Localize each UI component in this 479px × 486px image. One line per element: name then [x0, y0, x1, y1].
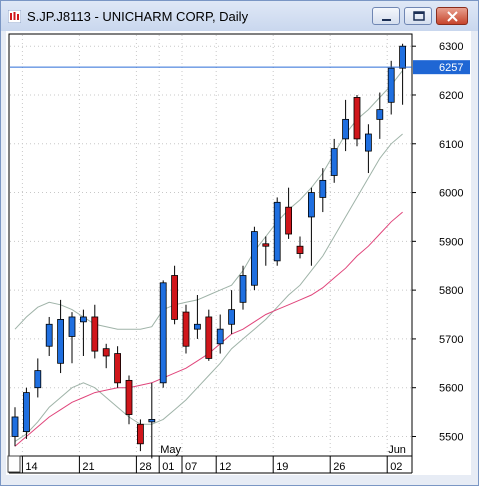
candle-body[interactable]: [193, 323, 201, 330]
candle-body[interactable]: [34, 370, 42, 389]
x-tick-label: 26: [333, 461, 345, 473]
candle-body[interactable]: [171, 275, 179, 320]
candle-body[interactable]: [57, 318, 64, 364]
candle-body[interactable]: [182, 311, 190, 347]
month-label: May: [160, 444, 181, 456]
maximize-icon: [413, 11, 425, 21]
maximize-button[interactable]: [404, 7, 432, 25]
month-label: Jun: [388, 444, 406, 456]
x-tick-label: 21: [82, 461, 94, 473]
close-button[interactable]: [436, 7, 468, 25]
candle-body[interactable]: [239, 275, 247, 303]
candle-body[interactable]: [148, 419, 156, 423]
candle-body[interactable]: [319, 179, 327, 198]
candle-body[interactable]: [296, 245, 304, 254]
corner-toggle[interactable]: [7, 455, 21, 473]
candle-body[interactable]: [353, 97, 361, 140]
x-tick-label: 12: [219, 461, 231, 473]
x-tick-label: 07: [185, 461, 197, 473]
candle-body[interactable]: [68, 316, 76, 337]
candle-body[interactable]: [91, 316, 99, 352]
y-tick-label: 5700: [439, 334, 463, 346]
candle-body[interactable]: [364, 133, 372, 152]
bollinger-upper-line: [14, 70, 403, 330]
y-tick-label: 5800: [439, 285, 463, 297]
close-icon: [447, 11, 458, 22]
x-tick-label: 01: [162, 461, 174, 473]
candle-body[interactable]: [216, 328, 224, 345]
chart-area[interactable]: 5500 5600 5700 5800 5900 6000 6100 6200 6300 14 21…: [6, 31, 471, 475]
minimize-button[interactable]: [372, 7, 400, 25]
y-tick-label: 5900: [439, 236, 463, 248]
last-price-tag: [413, 60, 470, 75]
last-price-label: 6257: [439, 62, 463, 74]
y-tick-label: 6100: [439, 139, 463, 151]
candle-body[interactable]: [205, 316, 213, 359]
y-tick-label: 6000: [439, 188, 463, 200]
candle-body[interactable]: [11, 416, 19, 437]
window-title: S.JP.J8113 - UNICHARM CORP, Daily: [27, 9, 249, 24]
candle-body[interactable]: [80, 316, 87, 323]
candlestick-chart[interactable]: 5500 5600 5700 5800 5900 6000 6100 6200 6300 14 21…: [6, 31, 471, 475]
candle-body[interactable]: [159, 282, 167, 384]
candle-body[interactable]: [45, 323, 53, 347]
y-tick-label: 5500: [439, 431, 463, 443]
chart-app-icon: [8, 10, 21, 23]
candle-body[interactable]: [273, 201, 281, 262]
chart-background: [6, 31, 471, 475]
candle-body[interactable]: [228, 309, 236, 325]
candle-body[interactable]: [262, 243, 270, 247]
plot-border: [8, 33, 413, 457]
y-tick-label: 6300: [439, 41, 463, 53]
y-tick-label: 6200: [439, 90, 463, 102]
bollinger-lower-line: [14, 133, 403, 442]
candle-body[interactable]: [307, 192, 315, 218]
candle-body[interactable]: [125, 379, 133, 415]
candle-body[interactable]: [250, 231, 258, 286]
minimize-icon: [382, 19, 391, 21]
title-bar[interactable]: S.JP.J8113 - UNICHARM CORP, Daily: [1, 1, 478, 31]
x-tick-label: 28: [139, 461, 151, 473]
candle-body[interactable]: [136, 423, 144, 445]
candle-body[interactable]: [330, 148, 338, 176]
candle-body[interactable]: [285, 206, 293, 235]
candle-body[interactable]: [376, 109, 384, 120]
x-tick-label: 02: [390, 461, 402, 473]
x-tick-label: 14: [25, 461, 37, 473]
candle-body[interactable]: [102, 348, 110, 357]
candle-body[interactable]: [114, 353, 121, 384]
candle-body[interactable]: [399, 45, 407, 69]
candle-body[interactable]: [342, 118, 350, 140]
y-tick-label: 5600: [439, 383, 463, 395]
x-tick-label: 19: [276, 461, 288, 473]
candle-body[interactable]: [22, 392, 30, 433]
candle-body[interactable]: [387, 67, 395, 103]
